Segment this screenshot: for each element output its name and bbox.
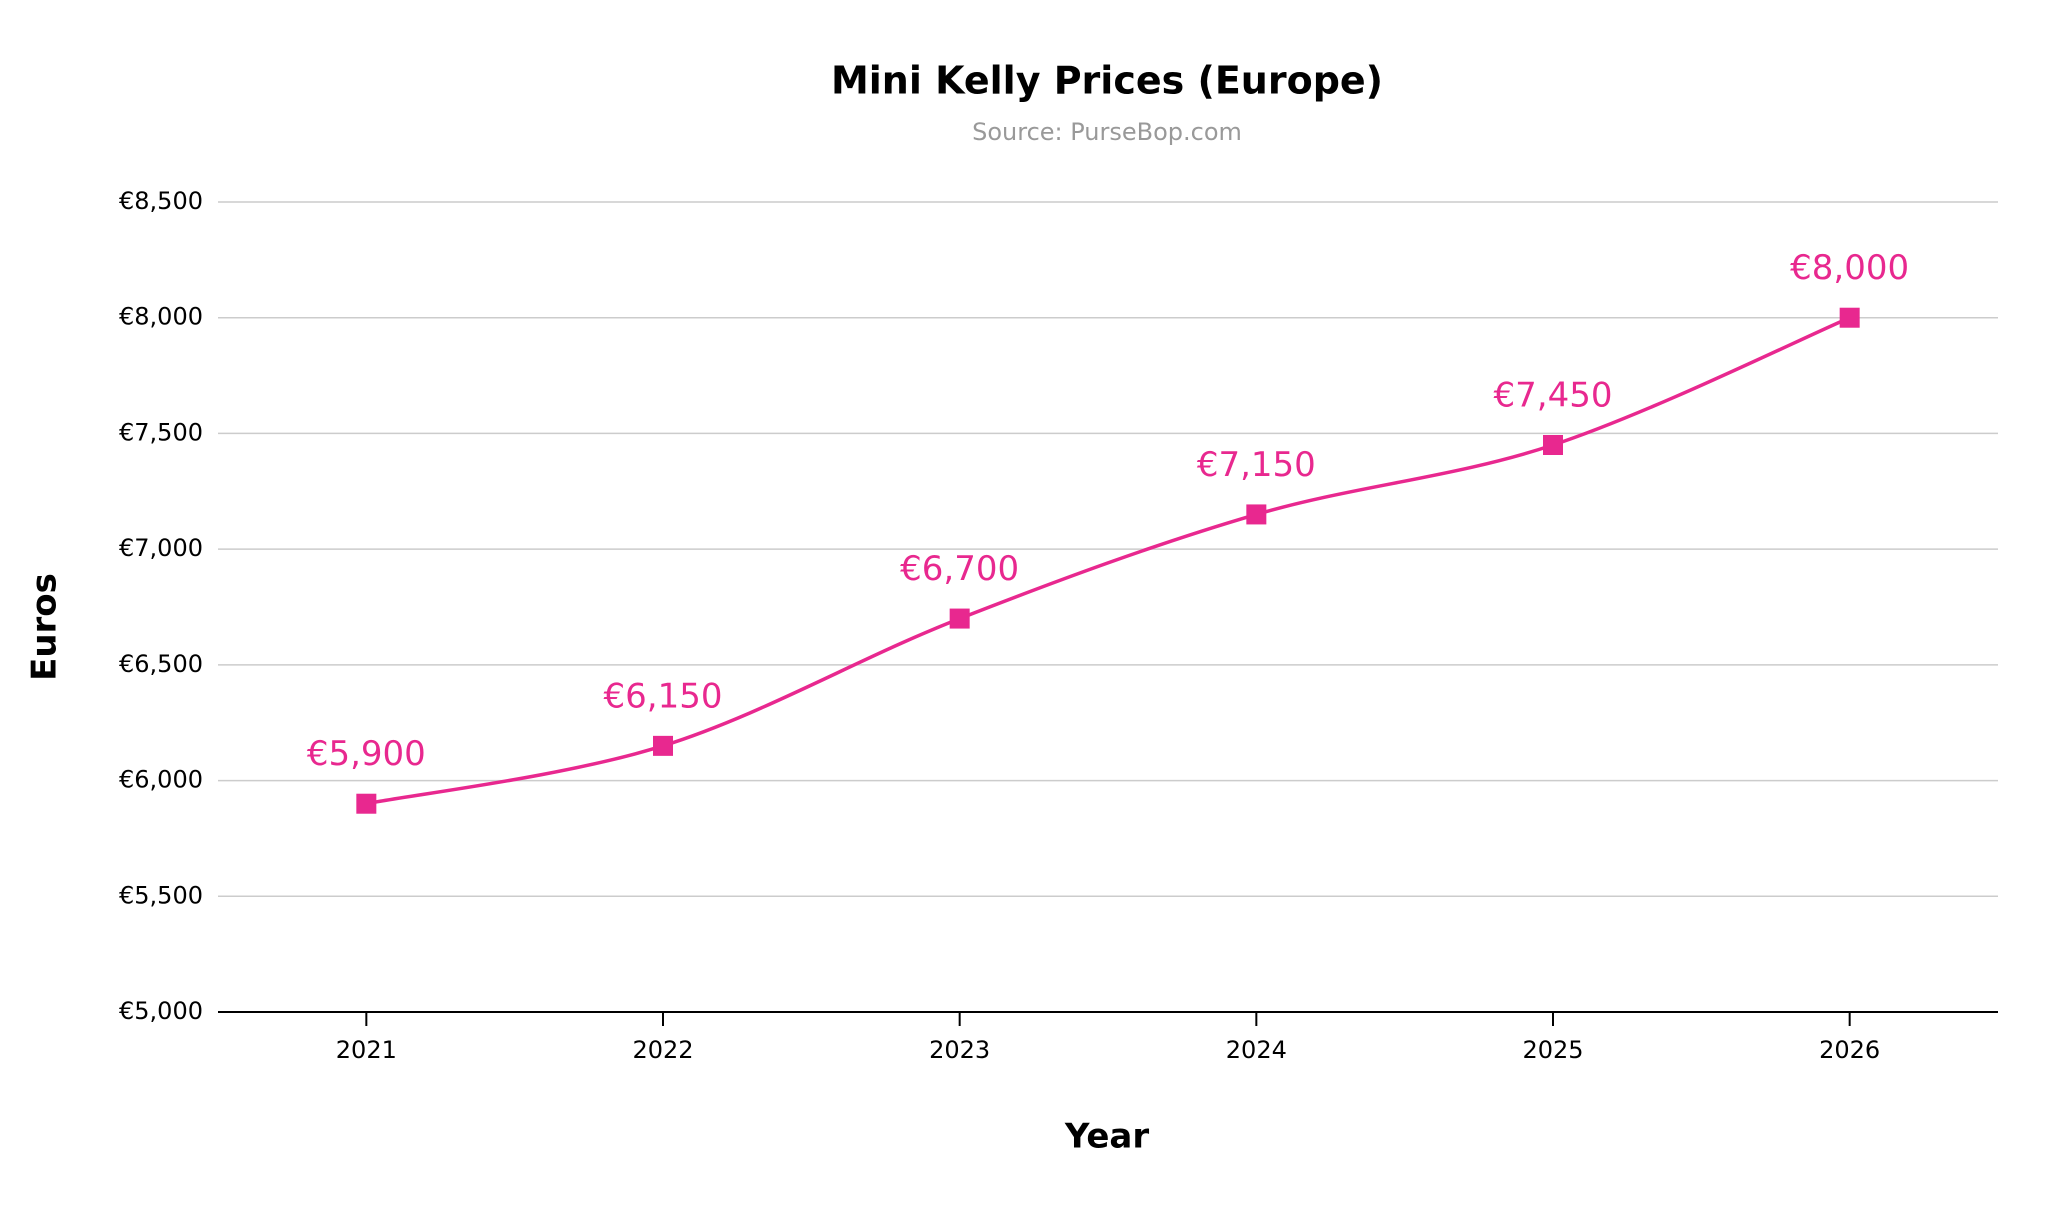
data-label: €5,900 [307,734,426,774]
data-label: €6,700 [900,549,1019,589]
x-tick-label: 2026 [1819,1036,1880,1064]
x-tick-label: 2021 [336,1036,397,1064]
marker [949,608,970,629]
chart-subtitle: Source: PurseBop.com [972,118,1242,146]
data-label: €6,150 [604,676,723,716]
y-tick-label: €7,000 [119,534,203,562]
x-tick-label: 2023 [929,1036,990,1064]
x-tick-label: 2025 [1522,1036,1583,1064]
marker [1543,435,1563,455]
chart-title: Mini Kelly Prices (Europe) [831,59,1383,103]
data-label: €7,150 [1197,445,1316,485]
y-tick-label: €6,000 [119,766,203,794]
x-tick-label: 2022 [632,1036,693,1064]
marker [1246,504,1267,525]
marker [1839,307,1860,328]
marker [653,735,673,756]
y-tick-label: €7,500 [119,418,203,446]
data-label: €8,000 [1790,248,1909,288]
y-axis-title: Euros [25,573,65,681]
marker [356,793,377,814]
y-tick-label: €8,000 [119,303,203,331]
y-tick-label: €6,500 [119,650,203,678]
x-tick-label: 2024 [1226,1036,1287,1064]
data-label: €7,450 [1494,376,1613,416]
y-tick-label: €5,000 [119,997,203,1025]
x-axis-title: Year [1064,1117,1150,1157]
y-tick-label: €8,500 [119,187,203,215]
line [365,316,1851,806]
y-tick-label: €5,500 [119,881,203,909]
